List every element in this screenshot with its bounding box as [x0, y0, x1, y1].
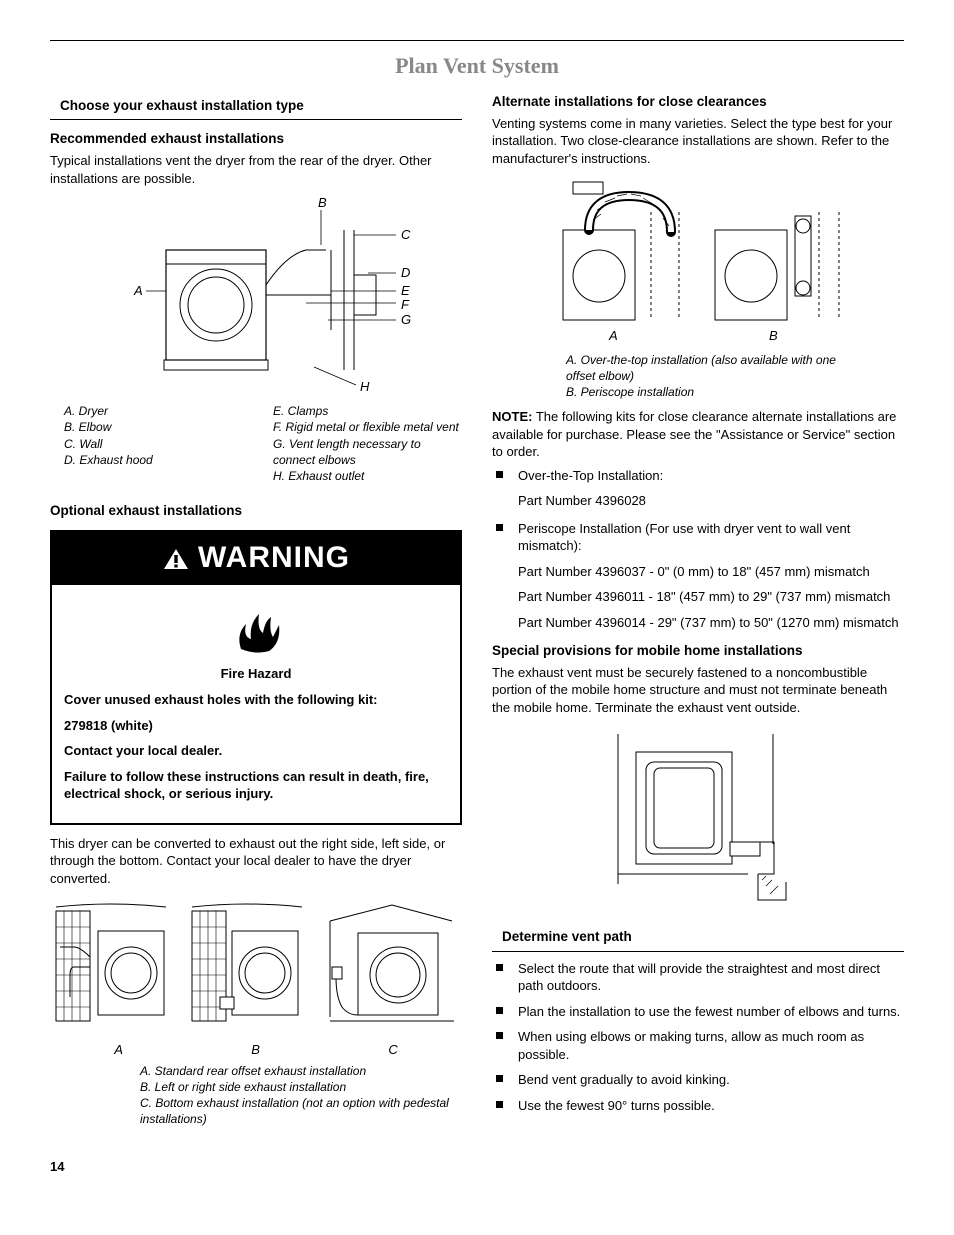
two-column-layout: Choose your exhaust installation type Re…: [50, 93, 904, 1128]
legend-item: A. Standard rear offset exhaust installa…: [140, 1063, 462, 1079]
list-item: When using elbows or making turns, allow…: [492, 1028, 904, 1063]
choose-type-header: Choose your exhaust installation type: [50, 93, 462, 120]
fig-side-exhaust: [186, 897, 306, 1037]
warning-line: Failure to follow these instructions can…: [64, 768, 448, 803]
legend-item: A. Dryer: [64, 403, 253, 419]
alt-para: Venting systems come in many varieties. …: [492, 115, 904, 168]
warning-banner: WARNING: [52, 532, 460, 585]
legend-item: C. Wall: [64, 436, 253, 452]
determine-list: Select the route that will provide the s…: [492, 960, 904, 1115]
fig3-label-B: B: [251, 1041, 260, 1059]
optional-heading: Optional exhaust installations: [50, 502, 462, 520]
legend-item: H. Exhaust outlet: [273, 468, 462, 484]
fig1-label-G: G: [401, 312, 411, 327]
kit-line: Part Number 4396037 - 0" (0 mm) to 18" (…: [518, 563, 904, 581]
note-para: NOTE: The following kits for close clear…: [492, 408, 904, 461]
legend-item: B. Elbow: [64, 419, 253, 435]
figure-dryer-rear-vent: B C D E F G H A: [50, 195, 462, 395]
warning-line: Contact your local dealer.: [64, 742, 448, 760]
fig2-legend: A. Over-the-top installation (also avail…: [538, 352, 858, 401]
page-number: 14: [50, 1158, 904, 1176]
fig1-label-F: F: [401, 297, 410, 312]
kit-title: Periscope Installation (For use with dry…: [518, 521, 850, 554]
right-column: Alternate installations for close cleara…: [492, 93, 904, 1128]
legend-item: B. Left or right side exhaust installati…: [140, 1079, 462, 1095]
list-item: Bend vent gradually to avoid kinking.: [492, 1071, 904, 1089]
fig-rear-offset: [50, 897, 170, 1037]
hazard-title: Fire Hazard: [64, 665, 448, 683]
fig-bottom-exhaust: [322, 897, 462, 1037]
kit-line: Part Number 4396011 - 18" (457 mm) to 29…: [518, 588, 904, 606]
fig2-label-B: B: [769, 328, 778, 343]
fig1-label-D: D: [401, 265, 410, 280]
legend-item: C. Bottom exhaust installation (not an o…: [140, 1095, 462, 1127]
figure-mobile-home: [492, 724, 904, 914]
determine-header: Determine vent path: [492, 924, 904, 951]
warning-line: 279818 (white): [64, 717, 448, 735]
note-label: NOTE:: [492, 409, 532, 424]
left-column: Choose your exhaust installation type Re…: [50, 93, 462, 1128]
legend-item: E. Clamps: [273, 403, 462, 419]
warning-triangle-icon: [162, 547, 190, 571]
recommended-para: Typical installations vent the dryer fro…: [50, 152, 462, 187]
kit-line: Part Number 4396014 - 29" (737 mm) to 50…: [518, 614, 904, 632]
fig3-label-C: C: [388, 1041, 397, 1059]
kit-title: Over-the-Top Installation:: [518, 468, 663, 483]
figure-close-clearance: A B A. Over-the-top installation (also a…: [492, 176, 904, 401]
legend-item: D. Exhaust hood: [64, 452, 253, 468]
fig1-label-E: E: [401, 283, 410, 298]
legend-item: F. Rigid metal or flexible metal vent: [273, 419, 462, 435]
warning-text: WARNING: [198, 538, 350, 579]
mobile-para: The exhaust vent must be securely fasten…: [492, 664, 904, 717]
fig2-label-A: A: [608, 328, 618, 343]
warning-line: Cover unused exhaust holes with the foll…: [64, 691, 448, 709]
list-item: Use the fewest 90° turns possible.: [492, 1097, 904, 1115]
fig3-label-A: A: [114, 1041, 123, 1059]
list-item: Periscope Installation (For use with dry…: [492, 520, 904, 632]
list-item: Over-the-Top Installation: Part Number 4…: [492, 467, 904, 510]
top-rule: [50, 40, 904, 41]
recommended-heading: Recommended exhaust installations: [50, 130, 462, 148]
fig1-label-H: H: [360, 379, 370, 394]
note-text: The following kits for close clearance a…: [492, 409, 896, 459]
kit-list: Over-the-Top Installation: Part Number 4…: [492, 467, 904, 632]
list-item: Select the route that will provide the s…: [492, 960, 904, 995]
fig1-label-B: B: [318, 195, 327, 210]
fire-icon: [64, 599, 448, 660]
fig3-legend: A. Standard rear offset exhaust installa…: [50, 1063, 462, 1128]
legend-item: B. Periscope installation: [566, 384, 858, 400]
three-install-figs: [50, 897, 462, 1037]
fig1-label-C: C: [401, 227, 411, 242]
page-title: Plan Vent System: [50, 51, 904, 81]
warning-box: WARNING Fire Hazard Cover unused exhaust…: [50, 530, 462, 824]
legend-item: A. Over-the-top installation (also avail…: [566, 352, 858, 384]
kit-line: Part Number 4396028: [518, 492, 904, 510]
convert-para: This dryer can be converted to exhaust o…: [50, 835, 462, 888]
alt-heading: Alternate installations for close cleara…: [492, 93, 904, 111]
fig1-legend: A. Dryer B. Elbow C. Wall D. Exhaust hoo…: [50, 403, 462, 484]
three-fig-labels: A B C: [50, 1041, 462, 1059]
fig1-label-A: A: [133, 283, 143, 298]
list-item: Plan the installation to use the fewest …: [492, 1003, 904, 1021]
mobile-heading: Special provisions for mobile home insta…: [492, 642, 904, 660]
legend-item: G. Vent length necessary to connect elbo…: [273, 436, 462, 468]
